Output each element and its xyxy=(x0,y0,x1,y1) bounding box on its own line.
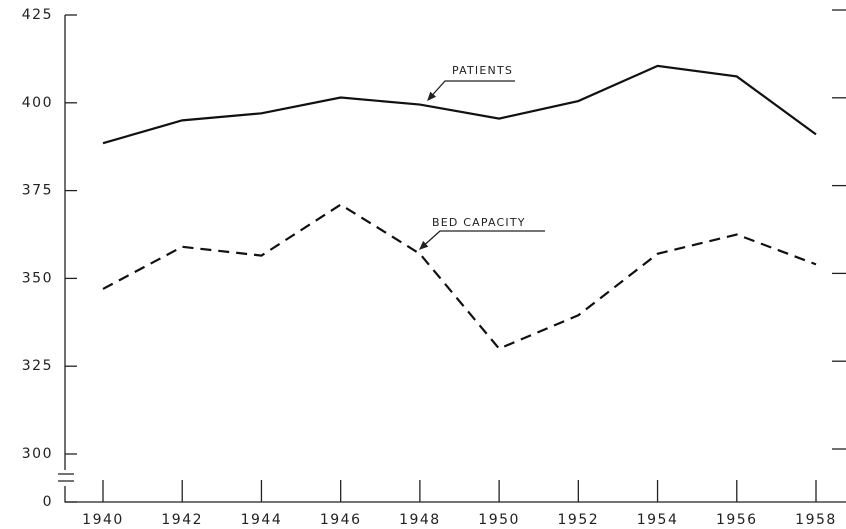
x-tick-label: 1954 xyxy=(637,512,679,528)
x-tick-label: 1946 xyxy=(320,512,362,528)
y-tick-label: 400 xyxy=(22,95,53,111)
x-tick-label: 1948 xyxy=(399,512,441,528)
axis-line xyxy=(64,15,846,503)
y-tick-label: 325 xyxy=(22,358,53,374)
x-tick-label: 1956 xyxy=(716,512,758,528)
x-tick-label: 1944 xyxy=(241,512,283,528)
y-tick-label: 300 xyxy=(22,446,53,462)
x-tick-label: 1940 xyxy=(82,512,124,528)
annotations: PATIENTS BED CAPACITY xyxy=(419,64,545,250)
y-tick-label: 375 xyxy=(22,183,53,199)
y-tick-label: 425 xyxy=(22,7,53,23)
x-tick-label: 1950 xyxy=(478,512,520,528)
x-tick-label: 1958 xyxy=(795,512,837,528)
leader xyxy=(427,80,515,101)
axis-break xyxy=(58,473,74,482)
axes xyxy=(58,15,846,503)
leader xyxy=(419,230,545,250)
series-line xyxy=(102,203,817,350)
y-tick-label: 0 xyxy=(43,494,53,510)
series-label: BED CAPACITY xyxy=(432,216,526,229)
y-tick-label: 350 xyxy=(22,270,53,286)
x-tick-label: 1942 xyxy=(161,512,203,528)
x-tick-label: 1952 xyxy=(558,512,600,528)
series-line xyxy=(102,64,817,145)
series-label: PATIENTS xyxy=(452,64,513,77)
